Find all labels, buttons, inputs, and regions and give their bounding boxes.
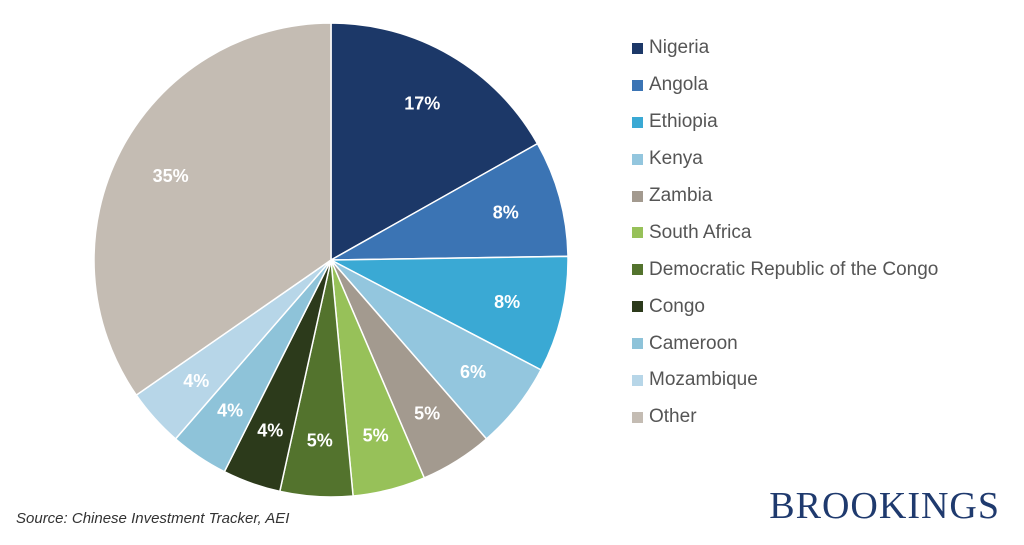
legend-item-south-africa: South Africa [632,214,938,251]
legend-item-zambia: Zambia [632,178,938,215]
legend-label: South Africa [649,221,752,243]
slice-label-south-africa: 5% [363,425,389,445]
legend-label: Ethiopia [649,111,718,133]
pie-slice-ethiopia [330,255,569,371]
slice-label-kenya: 6% [460,362,486,382]
legend-label: Zambia [649,185,713,206]
legend-item-democratic-republic-of-the-congo: Democratic Republic of the Congo [632,251,938,288]
legend-swatch [632,227,643,239]
pie-labels: 17% 8% 8% 6% 5% 5% 5% 4% 4% 4% 35% [153,94,520,451]
legend-label: Kenya [649,148,703,170]
pie-slice-other [93,22,332,397]
legend-item-cameroon: Cameroon [632,325,938,362]
legend: Nigeria Angola Ethiopia Kenya Zambia South Af… [632,30,938,436]
legend-item-angola: Angola [632,67,938,104]
legend-swatch [632,42,643,54]
slice-label-other: 35% [153,166,189,186]
legend-label: Other [649,406,697,428]
legend-label: Angola [649,74,709,96]
legend-item-nigeria: Nigeria [632,30,938,67]
pie-slice-angola [330,142,569,261]
legend-swatch [632,264,643,276]
slice-label-congo: 4% [257,421,283,441]
legend-label: Mozambique [649,369,758,391]
slice-label-mozambique: 4% [183,371,209,391]
slice-label-angola: 8% [493,203,519,223]
pie-slice-nigeria [330,22,539,262]
slice-label-nigeria: 17% [404,94,440,114]
legend-label: Cameroon [649,332,738,354]
pie-slices [93,22,569,498]
legend-item-other: Other [632,399,938,436]
legend-swatch [632,116,643,128]
legend-swatch [632,374,643,386]
brookings-logo: BROOKINGS [769,485,1000,527]
legend-swatch [632,79,643,91]
legend-label: Nigeria [649,37,710,59]
legend-item-mozambique: Mozambique [632,362,938,399]
legend-swatch [632,338,643,350]
legend-item-ethiopia: Ethiopia [632,104,938,141]
slice-label-cameroon: 4% [217,400,243,420]
slice-label-ethiopia: 8% [494,292,520,312]
legend-swatch [632,190,643,202]
legend-item-kenya: Kenya [632,141,938,178]
legend-label: Congo [649,295,705,317]
source-note: Source: Chinese Investment Tracker, AEI [16,510,290,527]
legend-item-congo: Congo [632,288,938,325]
legend-swatch [632,301,643,313]
slice-label-democratic-republic-of-the-congo: 5% [307,431,333,451]
legend-label: Democratic Republic of the Congo [649,258,939,280]
legend-swatch [632,411,643,423]
legend-swatch [632,153,643,165]
slice-label-zambia: 5% [414,403,440,423]
